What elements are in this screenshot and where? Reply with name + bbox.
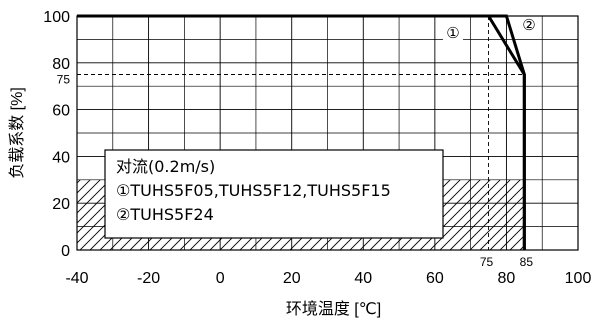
x-tick-label: -20 <box>137 270 160 287</box>
x-tick-label: 80 <box>498 270 516 287</box>
x-tick-label: 20 <box>283 270 301 287</box>
legend-entry-2: ①TUHS5F05,TUHS5F12,TUHS5F15 <box>116 181 391 200</box>
y-tick-label: 20 <box>52 196 70 213</box>
legend-entry-3: ②TUHS5F24 <box>116 205 214 224</box>
legend-entry-1: 对流(0.2m/s) <box>116 157 215 176</box>
series-marker-label-1: ① <box>446 24 459 42</box>
x-axis-label: 环境温度 [℃] <box>286 299 381 318</box>
y-tick-label: 80 <box>52 56 70 73</box>
x-tick-label: 60 <box>426 270 444 287</box>
y-axis-label: 负载系数 [%] <box>8 87 26 179</box>
y-tick-label: 60 <box>52 103 70 120</box>
series-marker-label-2: ② <box>522 16 535 34</box>
y-tick-label: 0 <box>61 243 70 260</box>
x-tick-label: 0 <box>216 270 225 287</box>
x-tick-label: -40 <box>65 270 88 287</box>
y-minor-tick-label: 75 <box>57 73 71 87</box>
x-tick-label: 100 <box>565 270 592 287</box>
series-marker-bg-1 <box>443 25 463 43</box>
series-line-2 <box>77 14 526 250</box>
x-minor-tick-label: 75 <box>480 255 494 269</box>
y-tick-label: 100 <box>43 9 70 26</box>
legend-box <box>104 149 444 239</box>
series-marker-bg-2 <box>519 17 539 35</box>
x-tick-label: 40 <box>354 270 372 287</box>
y-tick-label: 40 <box>52 149 70 166</box>
x-minor-tick-label: 85 <box>520 255 534 269</box>
